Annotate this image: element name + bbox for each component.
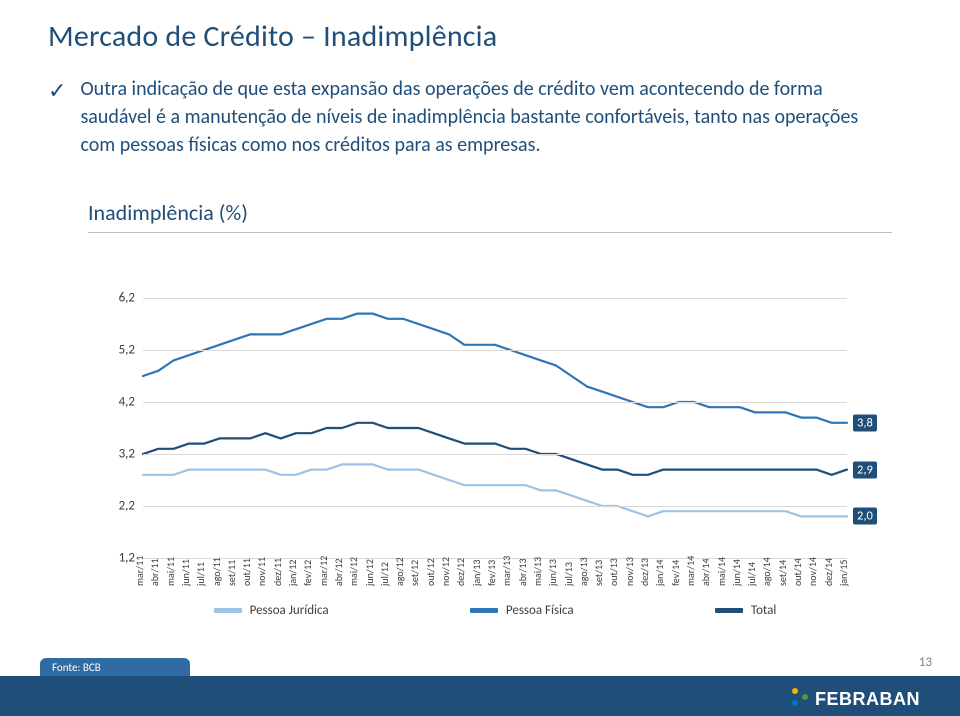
chart-x-tick-label: jun/13 xyxy=(546,559,559,586)
logo-dot xyxy=(792,688,798,694)
chart-lines-svg xyxy=(143,298,847,558)
chart-y-tick-label: 6,2 xyxy=(95,291,135,306)
body-paragraph: Outra indicação de que esta expansão das… xyxy=(80,75,880,159)
chart-x-tick-label: mar/14 xyxy=(684,556,697,586)
logo-dot xyxy=(792,700,798,706)
chart-x-tick-label: dez/14 xyxy=(822,558,835,586)
chart-y-tick-label: 5,2 xyxy=(95,343,135,358)
chart-x-tick-label: set/13 xyxy=(592,560,605,586)
legend-item: Pessoa Jurídica xyxy=(214,603,329,618)
chart-x-tick-label: mai/13 xyxy=(531,557,544,586)
chart-x-tick-label: fev/14 xyxy=(669,560,682,586)
chart-x-tick-label: set/12 xyxy=(408,560,421,586)
chart-series-line xyxy=(143,464,847,516)
chart-x-tick-label: ago/11 xyxy=(210,557,223,586)
chart-title-underline xyxy=(88,232,892,233)
chart-y-tick-label: 4,2 xyxy=(95,395,135,410)
legend-swatch xyxy=(715,608,743,613)
chart-plot: 1,22,23,24,25,26,22,03,82,9 xyxy=(143,298,847,558)
chart-x-tick-label: jul/11 xyxy=(194,562,207,586)
logo: FEBRABAN xyxy=(789,688,920,710)
legend-label: Pessoa Física xyxy=(506,603,574,618)
chart-y-tick-label: 1,2 xyxy=(95,551,135,566)
chart-x-tick-label: fev/13 xyxy=(485,560,498,586)
logo-dot xyxy=(802,694,808,700)
chart-gridline xyxy=(143,350,847,351)
legend-swatch xyxy=(470,608,498,613)
chart-x-tick-label: ago/14 xyxy=(760,557,773,586)
chart-x-tick-label: fev/12 xyxy=(301,560,314,586)
chart-x-tick-label: mai/11 xyxy=(164,557,177,586)
chart-x-tick-label: nov/14 xyxy=(806,557,819,586)
chart-x-tick-label: jun/11 xyxy=(179,559,192,586)
chart-x-tick-label: out/13 xyxy=(607,558,620,586)
chart-x-tick-label: nov/11 xyxy=(255,557,268,586)
chart-x-tick-label: dez/12 xyxy=(454,558,467,586)
chart-series-line xyxy=(143,314,847,423)
chart-x-tick-label: mai/12 xyxy=(347,557,360,586)
chart-x-tick-label: jun/14 xyxy=(730,559,743,586)
chart-end-label: 2,0 xyxy=(853,508,877,525)
chart-x-tick-label: jul/13 xyxy=(562,562,575,586)
chart-x-tick-label: jul/14 xyxy=(745,562,758,586)
source-tab: Fonte: BCB xyxy=(40,658,190,676)
chart-x-tick-label: abr/12 xyxy=(332,558,345,586)
chart-gridline xyxy=(143,454,847,455)
chart-end-label: 2,9 xyxy=(853,461,877,478)
chart-x-tick-label: set/11 xyxy=(225,560,238,586)
chart-x-tick-label: abr/13 xyxy=(516,558,529,586)
chart-x-tick-label: nov/12 xyxy=(439,557,452,586)
chart-area: 1,22,23,24,25,26,22,03,82,9 mar/11abr/11… xyxy=(95,298,863,618)
chart-x-tick-label: jan/13 xyxy=(470,560,483,586)
chart-x-tick-label: abr/11 xyxy=(148,558,161,586)
page-number: 13 xyxy=(919,655,932,670)
chart-legend: Pessoa Jurídica Pessoa Física Total xyxy=(143,603,847,618)
chart-x-tick-label: abr/14 xyxy=(699,558,712,586)
chart-gridline xyxy=(143,298,847,299)
chart-x-tick-label: out/14 xyxy=(791,558,804,586)
chart-gridline xyxy=(143,402,847,403)
chart-x-tick-label: mar/13 xyxy=(500,556,513,586)
chart-x-tick-label: ago/13 xyxy=(577,557,590,586)
body-paragraph-block: ✓ Outra indicação de que esta expansão d… xyxy=(48,75,912,159)
chart-x-tick-label: ago/12 xyxy=(393,557,406,586)
chart-x-tick-label: nov/13 xyxy=(623,557,636,586)
chart-y-tick-label: 2,2 xyxy=(95,499,135,514)
chart-x-tick-label: out/12 xyxy=(424,558,437,586)
chart-x-tick-label: dez/13 xyxy=(638,558,651,586)
chart-series-line xyxy=(143,423,847,475)
chart-x-tick-label: mai/14 xyxy=(715,557,728,586)
legend-label: Total xyxy=(751,603,776,618)
chart-x-tick-label: mar/12 xyxy=(317,556,330,586)
legend-item: Total xyxy=(715,603,776,618)
legend-item: Pessoa Física xyxy=(470,603,574,618)
chart-x-labels: mar/11abr/11mai/11jun/11jul/11ago/11set/… xyxy=(143,558,847,588)
legend-swatch xyxy=(214,608,242,613)
footer-bar: FEBRABAN xyxy=(0,676,960,716)
source-label: Fonte: BCB xyxy=(52,661,101,674)
check-bullet-icon: ✓ xyxy=(48,77,66,105)
chart-end-label: 3,8 xyxy=(853,414,877,431)
chart-x-tick-label: out/11 xyxy=(240,558,253,586)
page-title: Mercado de Crédito – Inadimplência xyxy=(48,18,912,55)
chart-x-tick-label: jul/12 xyxy=(378,562,391,586)
chart-x-tick-label: jan/14 xyxy=(653,560,666,586)
chart-y-tick-label: 3,2 xyxy=(95,447,135,462)
logo-text: FEBRABAN xyxy=(815,689,920,710)
chart-x-tick-label: jan/15 xyxy=(837,560,850,586)
chart-x-tick-label: mar/11 xyxy=(133,556,146,586)
chart-title: Inadimplência (%) xyxy=(88,199,912,226)
chart-x-tick-label: set/14 xyxy=(776,560,789,586)
legend-label: Pessoa Jurídica xyxy=(250,603,329,618)
chart-gridline xyxy=(143,506,847,507)
slide-root: Mercado de Crédito – Inadimplência ✓ Out… xyxy=(0,0,960,716)
chart-x-tick-label: jun/12 xyxy=(363,559,376,586)
chart-x-tick-label: dez/11 xyxy=(271,558,284,586)
logo-dots xyxy=(789,688,811,710)
chart-x-tick-label: jan/12 xyxy=(286,560,299,586)
